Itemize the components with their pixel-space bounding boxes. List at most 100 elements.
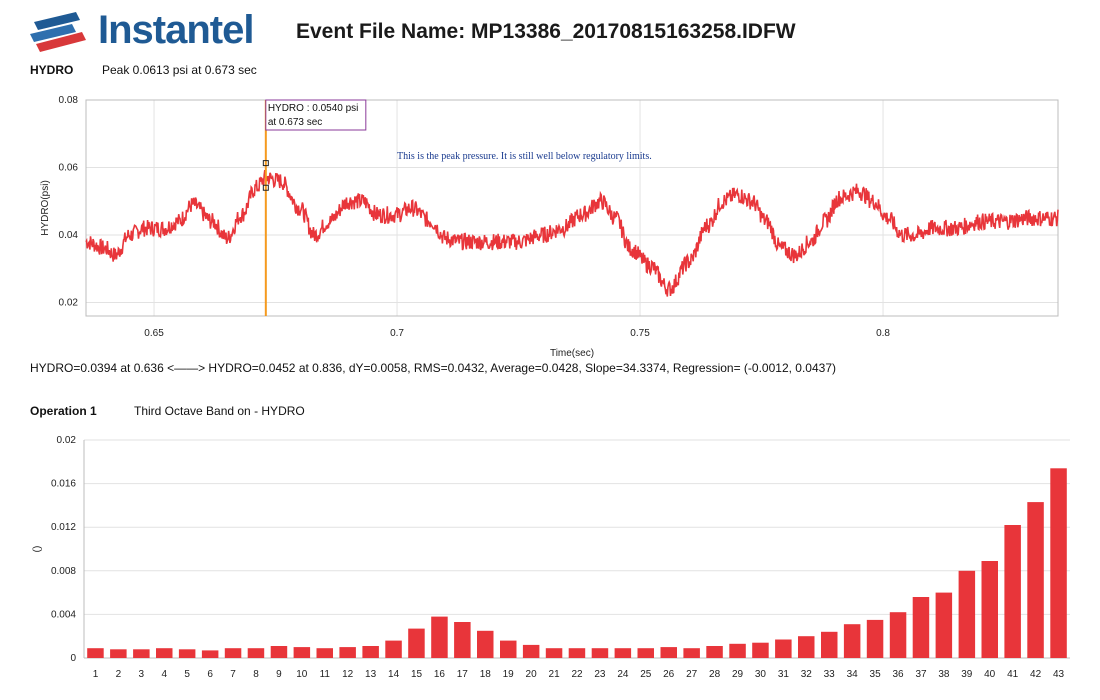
band-x-tick-label: 1 [93,669,99,680]
band-bar-36 [889,612,907,658]
band-x-tick-label: 13 [365,669,377,680]
band-x-tick-label: 35 [870,669,882,680]
peak-summary: Peak 0.0613 psi at 0.673 sec [102,63,257,77]
y-tick-label: 0.08 [59,95,79,106]
band-x-tick-label: 23 [594,669,606,680]
operation-label: Operation 1 [30,404,97,418]
y-tick-label: 0.004 [51,609,76,620]
band-x-tick-label: 26 [663,669,675,680]
x-axis-title: Time(sec) [550,348,594,359]
report-header: Instantel Event File Name: MP13386_20170… [0,0,1100,60]
band-x-tick-label: 38 [938,669,950,680]
x-tick-label: 0.65 [144,328,164,339]
band-x-tick-label: 15 [411,669,423,680]
band-chart-subtitle: Third Octave Band on - HYDRO [134,404,305,418]
bar-series [87,468,1067,659]
band-x-tick-label: 18 [480,669,492,680]
band-bar-30 [752,642,769,658]
band-x-tick-label: 11 [320,669,331,680]
band-bar-26 [660,647,677,658]
y-tick-label: 0.02 [57,435,77,446]
band-bar-12 [339,647,356,658]
band-bar-40 [981,561,998,658]
band-x-tick-label: 32 [801,669,813,680]
cursor-value-marker [262,184,269,191]
band-bar-17 [454,622,471,658]
band-x-tick-label: 7 [230,669,236,680]
band-bar-23 [591,648,609,658]
peak-annotation: This is the peak pressure. It is still w… [397,151,652,162]
band-x-tick-label: 21 [549,669,561,680]
y-tick-label: 0.02 [59,298,79,309]
band-bar-37 [912,597,930,658]
channel-label: HYDRO [30,63,74,77]
band-x-tick-label: 8 [253,669,259,680]
band-bar-19 [500,640,517,658]
band-x-tick-label: 43 [1053,669,1065,680]
band-x-tick-label: 19 [503,669,515,680]
y-axis-title: HYDRO(psi) [40,180,51,236]
cursor-statistics: HYDRO=0.0394 at 0.636 <——> HYDRO=0.0452 … [30,361,836,375]
band-x-tick-label: 36 [892,669,904,680]
waveform-plot-frame [85,99,1059,317]
band-bar-32 [798,636,815,658]
band-bar-42 [1027,502,1044,658]
band-x-tick-label: 16 [434,669,446,680]
band-bar-33 [821,631,838,658]
band-bar-11 [316,648,333,658]
band-bar-10 [293,647,311,658]
band-bar-27 [683,648,700,658]
band-bar-9 [270,646,288,658]
band-bar-39 [958,570,976,658]
y-tick-label: 0 [70,653,76,664]
band-bar-7 [224,648,242,658]
y-tick-label: 0.016 [51,479,76,490]
band-x-tick-label: 29 [732,669,744,680]
band-bar-20 [522,644,540,658]
band-x-tick-label: 2 [116,669,122,680]
band-x-tick-label: 27 [686,669,698,680]
band-bar-13 [362,646,379,658]
band-x-tick-label: 14 [388,669,400,680]
band-x-tick-label: 17 [457,669,469,680]
y-tick-label: 0.06 [59,163,79,174]
band-x-tick-label: 10 [296,669,308,680]
band-x-tick-label: 6 [207,669,213,680]
band-bar-24 [614,648,632,658]
band-bar-8 [247,648,265,658]
band-x-tick-label: 40 [984,669,996,680]
hydro-series-line [85,169,1059,297]
cursor-tooltip [265,99,367,131]
band-bar-43 [1050,468,1067,658]
band-x-tick-label: 22 [571,669,583,680]
y-tick-label: 0.012 [51,522,76,533]
band-bar-16 [431,616,448,658]
bar-y-axis-title: () [32,546,43,553]
band-x-tick-label: 25 [640,669,652,680]
x-tick-label: 0.8 [876,328,890,339]
band-bar-4 [156,648,173,658]
band-x-tick-label: 42 [1030,669,1042,680]
y-tick-label: 0.008 [51,566,76,577]
band-x-tick-label: 33 [824,669,836,680]
band-x-tick-label: 39 [961,669,973,680]
tooltip-time-text: at 0.673 sec [268,117,322,128]
band-x-tick-label: 3 [139,669,145,680]
instantel-logo-icon [30,12,86,52]
band-bar-1 [87,648,104,658]
band-x-tick-label: 37 [915,669,927,680]
band-bar-25 [637,648,654,658]
band-bar-38 [935,592,953,658]
x-tick-label: 0.75 [630,328,650,339]
peak-marker [262,160,269,167]
band-bar-2 [110,649,127,658]
band-x-tick-label: 12 [342,669,354,680]
band-bar-29 [729,643,746,658]
band-x-tick-label: 41 [1007,669,1019,680]
band-bar-5 [178,649,196,658]
band-bar-22 [568,648,586,658]
band-x-tick-label: 28 [709,669,721,680]
y-tick-label: 0.04 [59,230,79,241]
